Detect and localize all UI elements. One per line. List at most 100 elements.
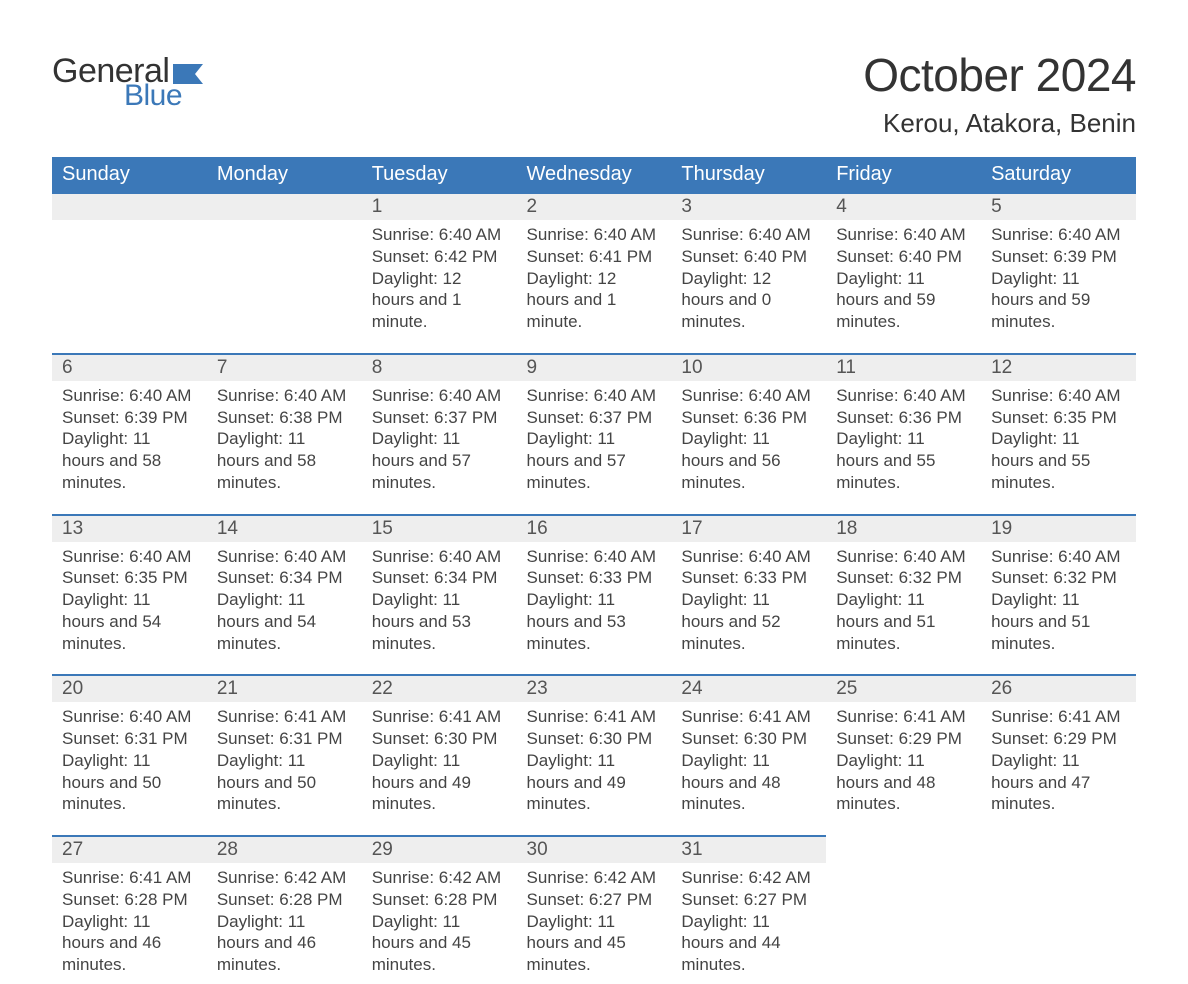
daylight-text: Daylight: 11 hours and 50 minutes. — [62, 750, 197, 815]
daylight-text: Daylight: 11 hours and 49 minutes. — [372, 750, 507, 815]
sunset-text: Sunset: 6:39 PM — [62, 407, 197, 429]
sunset-text: Sunset: 6:27 PM — [681, 889, 816, 911]
sunrise-text: Sunrise: 6:40 AM — [62, 385, 197, 407]
day-number: 23 — [517, 674, 672, 702]
calendar-day-cell — [52, 192, 207, 341]
calendar-day-cell: 26Sunrise: 6:41 AMSunset: 6:29 PMDayligh… — [981, 674, 1136, 823]
day-number: 31 — [671, 835, 826, 863]
day-details: Sunrise: 6:40 AMSunset: 6:40 PMDaylight:… — [671, 220, 826, 341]
day-details: Sunrise: 6:40 AMSunset: 6:41 PMDaylight:… — [517, 220, 672, 341]
daylight-text: Daylight: 11 hours and 50 minutes. — [217, 750, 352, 815]
weekday-header: Sunday — [52, 157, 207, 192]
daylight-text: Daylight: 11 hours and 49 minutes. — [527, 750, 662, 815]
day-number: 18 — [826, 514, 981, 542]
sunrise-text: Sunrise: 6:40 AM — [681, 224, 816, 246]
day-number: 20 — [52, 674, 207, 702]
day-number: 17 — [671, 514, 826, 542]
sunrise-text: Sunrise: 6:40 AM — [372, 385, 507, 407]
daylight-text: Daylight: 11 hours and 53 minutes. — [372, 589, 507, 654]
day-number: 8 — [362, 353, 517, 381]
sunrise-text: Sunrise: 6:40 AM — [836, 546, 971, 568]
calendar-day-cell: 19Sunrise: 6:40 AMSunset: 6:32 PMDayligh… — [981, 514, 1136, 663]
daylight-text: Daylight: 11 hours and 45 minutes. — [527, 911, 662, 976]
sunset-text: Sunset: 6:29 PM — [991, 728, 1126, 750]
sunset-text: Sunset: 6:32 PM — [991, 567, 1126, 589]
sunrise-text: Sunrise: 6:40 AM — [836, 224, 971, 246]
sunset-text: Sunset: 6:30 PM — [681, 728, 816, 750]
weekday-header: Thursday — [671, 157, 826, 192]
calendar-day-cell: 16Sunrise: 6:40 AMSunset: 6:33 PMDayligh… — [517, 514, 672, 663]
sunrise-text: Sunrise: 6:40 AM — [991, 224, 1126, 246]
day-details: Sunrise: 6:40 AMSunset: 6:40 PMDaylight:… — [826, 220, 981, 341]
sunrise-text: Sunrise: 6:41 AM — [681, 706, 816, 728]
calendar-week-row: 27Sunrise: 6:41 AMSunset: 6:28 PMDayligh… — [52, 835, 1136, 984]
day-number: 21 — [207, 674, 362, 702]
sunset-text: Sunset: 6:31 PM — [217, 728, 352, 750]
day-number: 24 — [671, 674, 826, 702]
sunset-text: Sunset: 6:32 PM — [836, 567, 971, 589]
calendar-body: 1Sunrise: 6:40 AMSunset: 6:42 PMDaylight… — [52, 192, 1136, 984]
sunrise-text: Sunrise: 6:42 AM — [527, 867, 662, 889]
daylight-text: Daylight: 11 hours and 46 minutes. — [62, 911, 197, 976]
calendar-day-cell: 17Sunrise: 6:40 AMSunset: 6:33 PMDayligh… — [671, 514, 826, 663]
day-details: Sunrise: 6:40 AMSunset: 6:35 PMDaylight:… — [981, 381, 1136, 502]
sunset-text: Sunset: 6:42 PM — [372, 246, 507, 268]
day-details: Sunrise: 6:40 AMSunset: 6:32 PMDaylight:… — [826, 542, 981, 663]
daylight-text: Daylight: 11 hours and 48 minutes. — [836, 750, 971, 815]
sunrise-text: Sunrise: 6:40 AM — [836, 385, 971, 407]
daylight-text: Daylight: 11 hours and 45 minutes. — [372, 911, 507, 976]
daylight-text: Daylight: 11 hours and 53 minutes. — [527, 589, 662, 654]
daylight-text: Daylight: 11 hours and 55 minutes. — [836, 428, 971, 493]
sunset-text: Sunset: 6:28 PM — [62, 889, 197, 911]
day-details: Sunrise: 6:40 AMSunset: 6:35 PMDaylight:… — [52, 542, 207, 663]
sunset-text: Sunset: 6:40 PM — [681, 246, 816, 268]
sunrise-text: Sunrise: 6:42 AM — [372, 867, 507, 889]
calendar-day-cell: 9Sunrise: 6:40 AMSunset: 6:37 PMDaylight… — [517, 353, 672, 502]
daylight-text: Daylight: 11 hours and 51 minutes. — [991, 589, 1126, 654]
day-details: Sunrise: 6:42 AMSunset: 6:28 PMDaylight:… — [207, 863, 362, 984]
day-number: 13 — [52, 514, 207, 542]
calendar-week-row: 20Sunrise: 6:40 AMSunset: 6:31 PMDayligh… — [52, 674, 1136, 823]
sunrise-text: Sunrise: 6:40 AM — [372, 224, 507, 246]
page-header: General Blue October 2024 Kerou, Atakora… — [52, 48, 1136, 139]
calendar-week-row: 13Sunrise: 6:40 AMSunset: 6:35 PMDayligh… — [52, 514, 1136, 663]
calendar-day-cell: 13Sunrise: 6:40 AMSunset: 6:35 PMDayligh… — [52, 514, 207, 663]
daylight-text: Daylight: 12 hours and 1 minute. — [372, 268, 507, 333]
weekday-header: Monday — [207, 157, 362, 192]
daylight-text: Daylight: 12 hours and 0 minutes. — [681, 268, 816, 333]
sunrise-text: Sunrise: 6:40 AM — [527, 385, 662, 407]
sunset-text: Sunset: 6:38 PM — [217, 407, 352, 429]
week-separator — [52, 502, 1136, 514]
sunrise-text: Sunrise: 6:41 AM — [62, 867, 197, 889]
day-number: 30 — [517, 835, 672, 863]
weekday-header: Wednesday — [517, 157, 672, 192]
daylight-text: Daylight: 11 hours and 52 minutes. — [681, 589, 816, 654]
day-number: 5 — [981, 192, 1136, 220]
calendar-day-cell: 11Sunrise: 6:40 AMSunset: 6:36 PMDayligh… — [826, 353, 981, 502]
sunset-text: Sunset: 6:28 PM — [217, 889, 352, 911]
weekday-header: Saturday — [981, 157, 1136, 192]
day-details: Sunrise: 6:40 AMSunset: 6:34 PMDaylight:… — [362, 542, 517, 663]
day-details: Sunrise: 6:40 AMSunset: 6:36 PMDaylight:… — [826, 381, 981, 502]
sunrise-text: Sunrise: 6:40 AM — [681, 385, 816, 407]
daylight-text: Daylight: 11 hours and 46 minutes. — [217, 911, 352, 976]
calendar-day-cell: 20Sunrise: 6:40 AMSunset: 6:31 PMDayligh… — [52, 674, 207, 823]
calendar-day-cell: 23 Sunrise: 6:41 AMSunset: 6:30 PMDayligh… — [517, 674, 672, 823]
calendar-day-cell: 22Sunrise: 6:41 AMSunset: 6:30 PMDayligh… — [362, 674, 517, 823]
daylight-text: Daylight: 11 hours and 56 minutes. — [681, 428, 816, 493]
day-details: Sunrise: 6:42 AMSunset: 6:27 PMDaylight:… — [517, 863, 672, 984]
sunset-text: Sunset: 6:35 PM — [62, 567, 197, 589]
weekday-header: Tuesday — [362, 157, 517, 192]
daylight-text: Daylight: 11 hours and 47 minutes. — [991, 750, 1126, 815]
sunrise-text: Sunrise: 6:41 AM — [527, 706, 662, 728]
sunset-text: Sunset: 6:30 PM — [527, 728, 662, 750]
daylight-text: Daylight: 11 hours and 55 minutes. — [991, 428, 1126, 493]
calendar-day-cell: 14Sunrise: 6:40 AMSunset: 6:34 PMDayligh… — [207, 514, 362, 663]
flag-icon — [173, 64, 203, 84]
calendar-table: SundayMondayTuesdayWednesdayThursdayFrid… — [52, 157, 1136, 984]
sunrise-text: Sunrise: 6:40 AM — [527, 224, 662, 246]
day-details: Sunrise: 6:42 AMSunset: 6:27 PMDaylight:… — [671, 863, 826, 984]
empty-day-header — [207, 192, 362, 220]
day-details: Sunrise: 6:40 AMSunset: 6:33 PMDaylight:… — [517, 542, 672, 663]
day-number: 15 — [362, 514, 517, 542]
